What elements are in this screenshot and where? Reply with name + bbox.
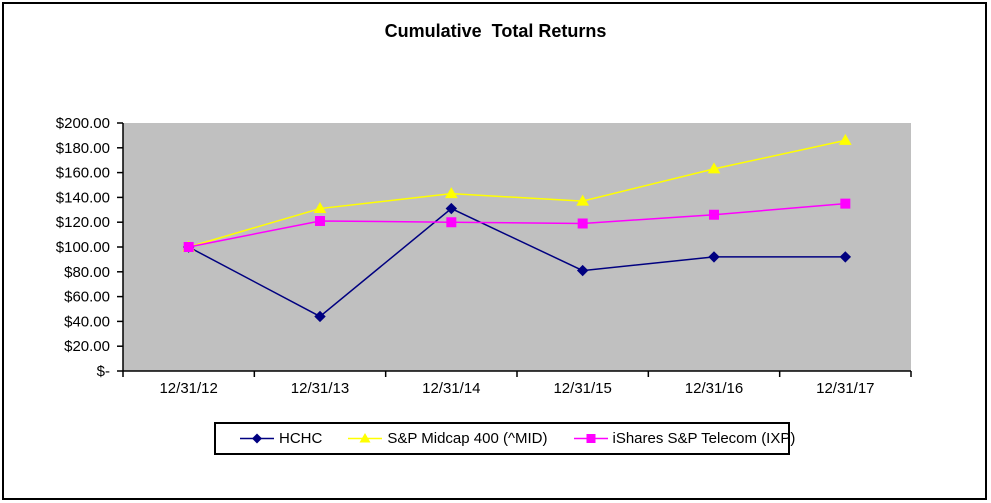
series-marker-0 xyxy=(708,251,720,263)
x-axis-tick-label: 12/31/16 xyxy=(685,380,743,397)
series-marker-2 xyxy=(577,218,588,229)
series-marker-0 xyxy=(576,264,589,277)
series-marker-2 xyxy=(446,217,457,228)
y-axis-tick-label: $20.00 xyxy=(64,338,110,355)
legend-swatch xyxy=(573,434,608,443)
y-axis-tick-label: $100.00 xyxy=(56,239,110,256)
series-marker-0 xyxy=(839,251,852,263)
series-marker-1 xyxy=(313,202,327,214)
x-axis-tick-label: 12/31/14 xyxy=(422,380,480,397)
y-axis-tick-label: $200.00 xyxy=(56,115,110,132)
y-axis-tick-label: $80.00 xyxy=(64,264,110,281)
legend-swatch xyxy=(240,433,274,444)
legend-item-sp-midcap: S&P Midcap 400 (^MID) xyxy=(348,430,548,447)
series-marker-2 xyxy=(840,198,851,209)
legend-swatch-marker xyxy=(359,433,371,443)
plot-background xyxy=(123,123,911,371)
legend-swatch-marker xyxy=(586,434,595,443)
series-marker-1 xyxy=(707,162,721,174)
x-axis-tick-label: 12/31/13 xyxy=(291,380,349,397)
series-marker-0 xyxy=(314,310,326,323)
legend-item-ishares-telecom: iShares S&P Telecom (IXP) xyxy=(573,430,796,447)
series-marker-2 xyxy=(315,215,325,226)
series-line-0 xyxy=(188,207,846,318)
series-marker-2 xyxy=(183,242,194,252)
y-axis-tick-label: $- xyxy=(97,363,110,380)
y-axis-tick-label: $60.00 xyxy=(64,289,110,306)
legend-label-sp-midcap: S&P Midcap 400 (^MID) xyxy=(387,430,548,447)
series-marker-2 xyxy=(709,209,719,220)
series-marker-1 xyxy=(838,133,852,145)
y-axis-tick-label: $40.00 xyxy=(64,313,110,330)
legend-swatch-marker xyxy=(252,433,262,444)
legend-marker-diamond-icon xyxy=(240,432,274,445)
series-line-2 xyxy=(188,202,846,248)
legend-swatch xyxy=(348,433,383,443)
x-axis-tick-label: 12/31/15 xyxy=(553,380,611,397)
legend-label-hchc: HCHC xyxy=(279,430,323,447)
legend-box: HCHC S&P Midcap 400 (^MID) iShares S&P T… xyxy=(214,422,795,455)
y-axis-tick-label: $160.00 xyxy=(56,165,110,182)
series-marker-1 xyxy=(576,194,590,206)
legend-label-ishares-telecom: iShares S&P Telecom (IXP) xyxy=(612,430,796,447)
legend-marker-triangle-icon xyxy=(348,432,383,445)
x-axis-tick-label: 12/31/17 xyxy=(816,380,874,397)
series-line-1 xyxy=(188,139,846,248)
chart-title: Cumulative Total Returns xyxy=(384,21,607,41)
legend-item-hchc: HCHC xyxy=(240,430,322,447)
y-axis-tick-label: $180.00 xyxy=(56,140,110,157)
y-axis-tick-label: $140.00 xyxy=(56,189,110,206)
x-axis-tick-label: 12/31/12 xyxy=(159,380,217,397)
y-axis-tick-label: $120.00 xyxy=(56,214,110,231)
legend-marker-square-icon xyxy=(573,432,608,445)
series-marker-1 xyxy=(444,187,458,199)
series-marker-0 xyxy=(445,202,458,215)
